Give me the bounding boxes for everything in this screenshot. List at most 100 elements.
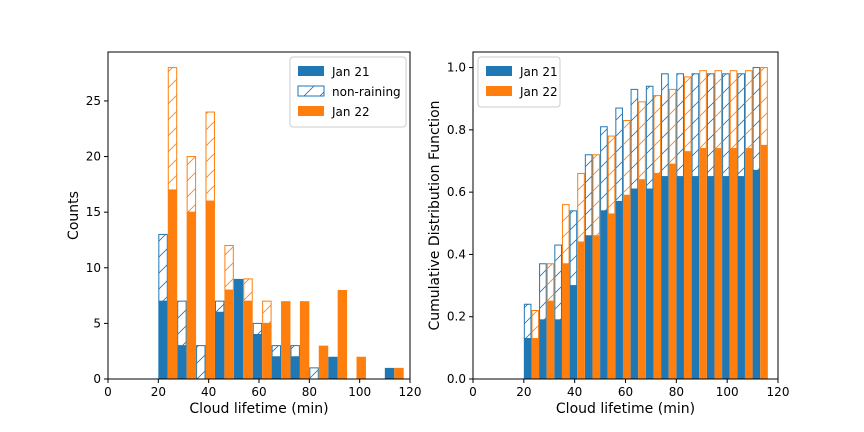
- counts-bar-jan22-raining: [394, 367, 404, 379]
- cdf-bar-jan21-non-raining: [752, 67, 761, 171]
- counts-bar-jan22-raining: [281, 301, 291, 379]
- x-tick-label: 20: [151, 385, 166, 399]
- y-tick-label: 10: [86, 261, 101, 275]
- cdf-bar-jan21-non-raining: [676, 73, 684, 178]
- cdf-bar-jan21-non-raining: [523, 303, 532, 340]
- y-tick-label: 0.6: [447, 185, 466, 199]
- cdf-bar-jan22-non-raining: [714, 70, 723, 150]
- counts-bar-jan21-non-raining: [252, 322, 263, 336]
- counts-bar-jan21-raining: [233, 278, 244, 379]
- y-tick-label: 0: [93, 372, 101, 386]
- counts-bar-jan22-non-raining: [186, 156, 197, 213]
- legend-swatch-jan22: [298, 106, 324, 116]
- cdf-bar-jan22-non-raining: [561, 204, 570, 265]
- cdf-legend: Jan 21 Jan 22: [477, 56, 561, 108]
- cdf-bar-jan22-raining: [683, 151, 692, 379]
- cdf-ticks: 0 20 40 60 80 100 120 0.0 0.2 0.4 0.6 0.8 1.0: [447, 61, 790, 399]
- x-tick-label: 80: [302, 385, 317, 399]
- counts-bars: [158, 67, 404, 380]
- counts-bar-jan22-raining: [337, 290, 348, 379]
- counts-bar-jan21-raining: [290, 356, 300, 379]
- cdf-bar-jan21-raining: [691, 176, 700, 379]
- x-tick-label: 40: [567, 385, 582, 399]
- cdf-bar-jan21-non-raining: [630, 88, 639, 190]
- counts-bar-jan22-raining: [224, 290, 234, 379]
- cdf-bar-jan21-non-raining: [691, 73, 700, 178]
- x-tick-label: 0: [104, 385, 112, 399]
- cdf-bar-jan22-raining: [760, 145, 768, 379]
- cdf-chart: 0 20 40 60 80 100 120 0.0 0.2 0.4 0.6 0.8 1.0 Cloud …: [427, 51, 790, 417]
- legend-swatch-jan21: [486, 66, 512, 76]
- counts-bar-jan21-raining: [384, 367, 395, 379]
- cdf-x-axis-label: Cloud lifetime (min): [556, 401, 695, 417]
- cdf-bar-jan22-non-raining: [622, 120, 631, 196]
- counts-y-axis-label: Counts: [66, 191, 82, 240]
- y-tick-label: 0.8: [447, 123, 466, 137]
- cdf-bar-jan21-raining: [752, 170, 761, 379]
- counts-bar-jan21-raining: [328, 356, 338, 379]
- legend-label: Jan 22: [519, 85, 558, 99]
- cdf-bar-jan22-raining: [546, 301, 555, 379]
- cdf-bars: [523, 67, 768, 379]
- counts-bar-jan22-non-raining: [243, 278, 253, 302]
- cdf-bar-jan21-raining: [676, 176, 684, 379]
- x-tick-label: 0: [469, 385, 477, 399]
- x-tick-label: 60: [251, 385, 266, 399]
- cdf-bar-jan21-raining: [645, 189, 654, 379]
- cdf-bar-jan21-raining: [539, 319, 547, 379]
- cdf-bar-jan22-raining: [607, 213, 616, 379]
- legend-label: Jan 21: [331, 65, 370, 79]
- counts-bar-jan22-raining: [167, 189, 178, 379]
- legend-swatch-jan21: [298, 66, 324, 76]
- legend-swatch-jan22: [486, 86, 512, 96]
- cdf-bar-jan21-non-raining: [554, 244, 562, 321]
- cdf-bar-jan22-raining: [714, 148, 723, 379]
- x-tick-label: 60: [618, 385, 633, 399]
- counts-bar-jan21-raining: [252, 334, 263, 379]
- cdf-bar-jan22-non-raining: [683, 76, 692, 153]
- legend-label: Jan 21: [519, 65, 558, 79]
- cdf-bar-jan22-raining: [577, 241, 585, 379]
- cdf-bar-jan22-raining: [622, 195, 631, 379]
- cdf-bar-jan21-non-raining: [706, 73, 715, 178]
- counts-bar-jan22-non-raining: [262, 300, 272, 324]
- y-tick-label: 25: [86, 94, 101, 108]
- counts-bar-jan22-raining: [262, 323, 272, 379]
- y-tick-label: 0.0: [447, 372, 466, 386]
- counts-bar-jan22-non-raining: [167, 67, 178, 191]
- cdf-bar-jan21-non-raining: [615, 107, 623, 202]
- counts-bar-jan21-raining: [214, 312, 225, 379]
- legend-label: non-raining: [332, 85, 401, 99]
- cdf-bar-jan22-non-raining: [729, 70, 738, 150]
- y-tick-label: 15: [86, 205, 101, 219]
- counts-ticks: 0 20 40 60 80 100 120 0 5 10 15 20 25: [86, 94, 422, 399]
- cdf-bar-jan22-raining: [653, 173, 662, 379]
- cdf-bar-jan21-raining: [523, 338, 532, 379]
- cdf-bar-jan22-raining: [729, 148, 738, 379]
- counts-bar-jan21-non-raining: [309, 367, 319, 380]
- counts-bar-jan21-non-raining: [214, 300, 225, 313]
- counts-bar-jan21-raining: [177, 345, 187, 379]
- counts-bar-jan21-non-raining: [158, 233, 168, 302]
- counts-bar-jan22-raining: [243, 301, 253, 379]
- y-tick-label: 0.4: [447, 247, 466, 261]
- counts-bar-jan22-raining: [318, 345, 329, 379]
- legend-label: Jan 22: [331, 105, 370, 119]
- cdf-bar-jan21-raining: [630, 189, 639, 379]
- cdf-bar-jan21-non-raining: [722, 73, 730, 178]
- x-tick-label: 120: [399, 385, 422, 399]
- counts-bar-jan22-raining: [299, 301, 310, 379]
- counts-bar-jan21-non-raining: [271, 345, 282, 358]
- y-tick-label: 5: [93, 316, 101, 330]
- counts-legend: Jan 21 non-raining Jan 22: [289, 56, 407, 128]
- cdf-axes-frame: [472, 51, 779, 380]
- cdf-bar-jan22-raining: [668, 164, 677, 379]
- counts-bar-jan22-non-raining: [205, 111, 215, 202]
- counts-bar-jan22-raining: [205, 201, 215, 379]
- cdf-bar-jan22-raining: [592, 235, 601, 379]
- cdf-bar-jan21-raining: [737, 176, 745, 379]
- counts-bar-jan21-raining: [158, 301, 168, 379]
- cdf-bar-jan21-raining: [584, 235, 593, 379]
- cdf-bar-jan22-non-raining: [668, 88, 677, 165]
